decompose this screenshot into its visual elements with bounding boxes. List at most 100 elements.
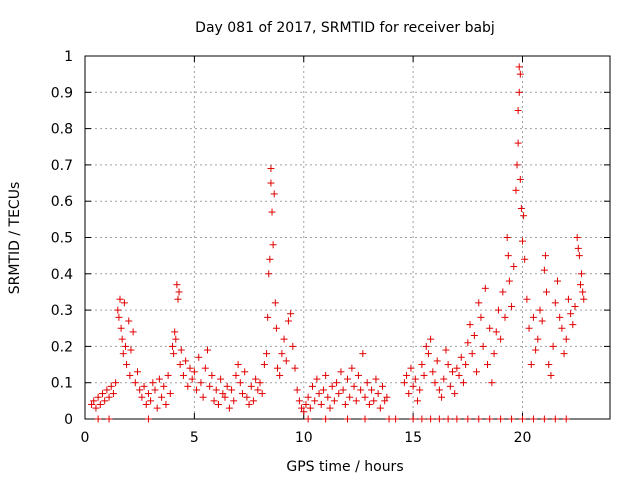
data-point <box>536 306 544 314</box>
data-point <box>144 390 152 398</box>
data-point <box>239 390 246 398</box>
data-point <box>409 415 417 423</box>
data-point <box>328 382 336 390</box>
data-point <box>438 393 446 401</box>
data-point <box>575 252 583 260</box>
data-point <box>538 317 546 325</box>
data-point <box>429 368 437 376</box>
data-point <box>221 393 229 401</box>
data-point <box>492 328 500 336</box>
data-point <box>330 397 338 405</box>
data-point <box>519 237 526 245</box>
data-point <box>144 415 152 423</box>
data-point <box>532 346 540 354</box>
data-point <box>497 415 505 423</box>
data-point <box>516 70 524 78</box>
data-point <box>475 299 483 307</box>
data-point <box>372 375 380 383</box>
data-point <box>162 400 170 408</box>
x-tick-label: 15 <box>404 430 422 446</box>
data-point <box>206 382 214 390</box>
data-point <box>322 371 330 379</box>
data-point <box>234 361 242 369</box>
data-point <box>479 342 487 350</box>
data-point <box>529 313 537 321</box>
data-point <box>119 350 127 358</box>
data-point <box>576 281 584 289</box>
data-point <box>418 415 426 423</box>
data-point <box>265 270 273 278</box>
y-axis-label: SRMTID / TECUs <box>7 182 23 295</box>
data-point <box>269 241 277 249</box>
data-point <box>270 190 278 198</box>
y-tick-label: 0.5 <box>51 231 73 247</box>
data-point <box>116 295 124 303</box>
data-point <box>435 415 443 423</box>
data-point <box>510 263 518 271</box>
data-point <box>155 375 163 383</box>
data-point <box>176 361 184 369</box>
data-point <box>339 386 347 394</box>
data-point <box>515 88 523 96</box>
data-point <box>451 390 459 398</box>
data-point <box>519 415 526 423</box>
data-points <box>88 63 588 423</box>
data-point <box>326 404 334 412</box>
data-point <box>258 390 266 398</box>
data-point <box>344 415 351 423</box>
data-point <box>260 361 268 369</box>
data-point <box>409 382 417 390</box>
data-point <box>123 361 131 369</box>
data-point <box>138 393 146 401</box>
data-point <box>173 281 181 289</box>
data-point <box>184 382 192 390</box>
data-point <box>208 371 216 379</box>
data-point <box>453 415 461 423</box>
data-point <box>556 313 564 321</box>
data-point <box>293 386 301 394</box>
axis-ticks: 00.10.20.30.40.50.60.70.80.910 5 10 15 20 <box>51 49 610 446</box>
data-point <box>190 368 198 376</box>
data-point <box>578 270 586 278</box>
data-point <box>136 386 144 394</box>
y-tick-label: 0.3 <box>51 303 73 319</box>
data-point <box>142 400 150 408</box>
data-point <box>385 415 393 423</box>
data-point <box>453 364 461 372</box>
data-point <box>254 386 262 394</box>
data-point <box>514 139 522 147</box>
data-point <box>341 400 349 408</box>
data-point <box>101 397 109 405</box>
x-axis-label: GPS time / hours <box>286 459 403 475</box>
data-point <box>564 295 572 303</box>
data-point <box>455 371 463 379</box>
data-point <box>230 397 238 405</box>
data-point <box>199 393 207 401</box>
data-point <box>166 390 174 398</box>
data-point <box>236 379 244 387</box>
data-point <box>105 415 113 423</box>
data-point <box>164 371 172 379</box>
data-point <box>541 252 549 260</box>
data-point <box>363 379 371 387</box>
data-point <box>309 382 316 390</box>
data-point <box>420 371 428 379</box>
data-point <box>315 390 323 398</box>
data-point <box>182 357 190 365</box>
data-point <box>374 390 382 398</box>
data-point <box>105 393 113 401</box>
data-point <box>521 255 529 263</box>
data-point <box>117 324 125 332</box>
data-point <box>140 382 148 390</box>
data-point <box>219 390 227 398</box>
data-point <box>115 313 123 321</box>
data-point <box>276 371 284 379</box>
data-point <box>120 299 128 307</box>
data-point <box>517 204 525 212</box>
data-point <box>354 371 362 379</box>
x-tick-label: 20 <box>514 430 532 446</box>
data-point <box>567 310 575 318</box>
data-point <box>344 375 351 383</box>
data-point <box>348 364 356 372</box>
x-tick-label: 10 <box>295 430 313 446</box>
